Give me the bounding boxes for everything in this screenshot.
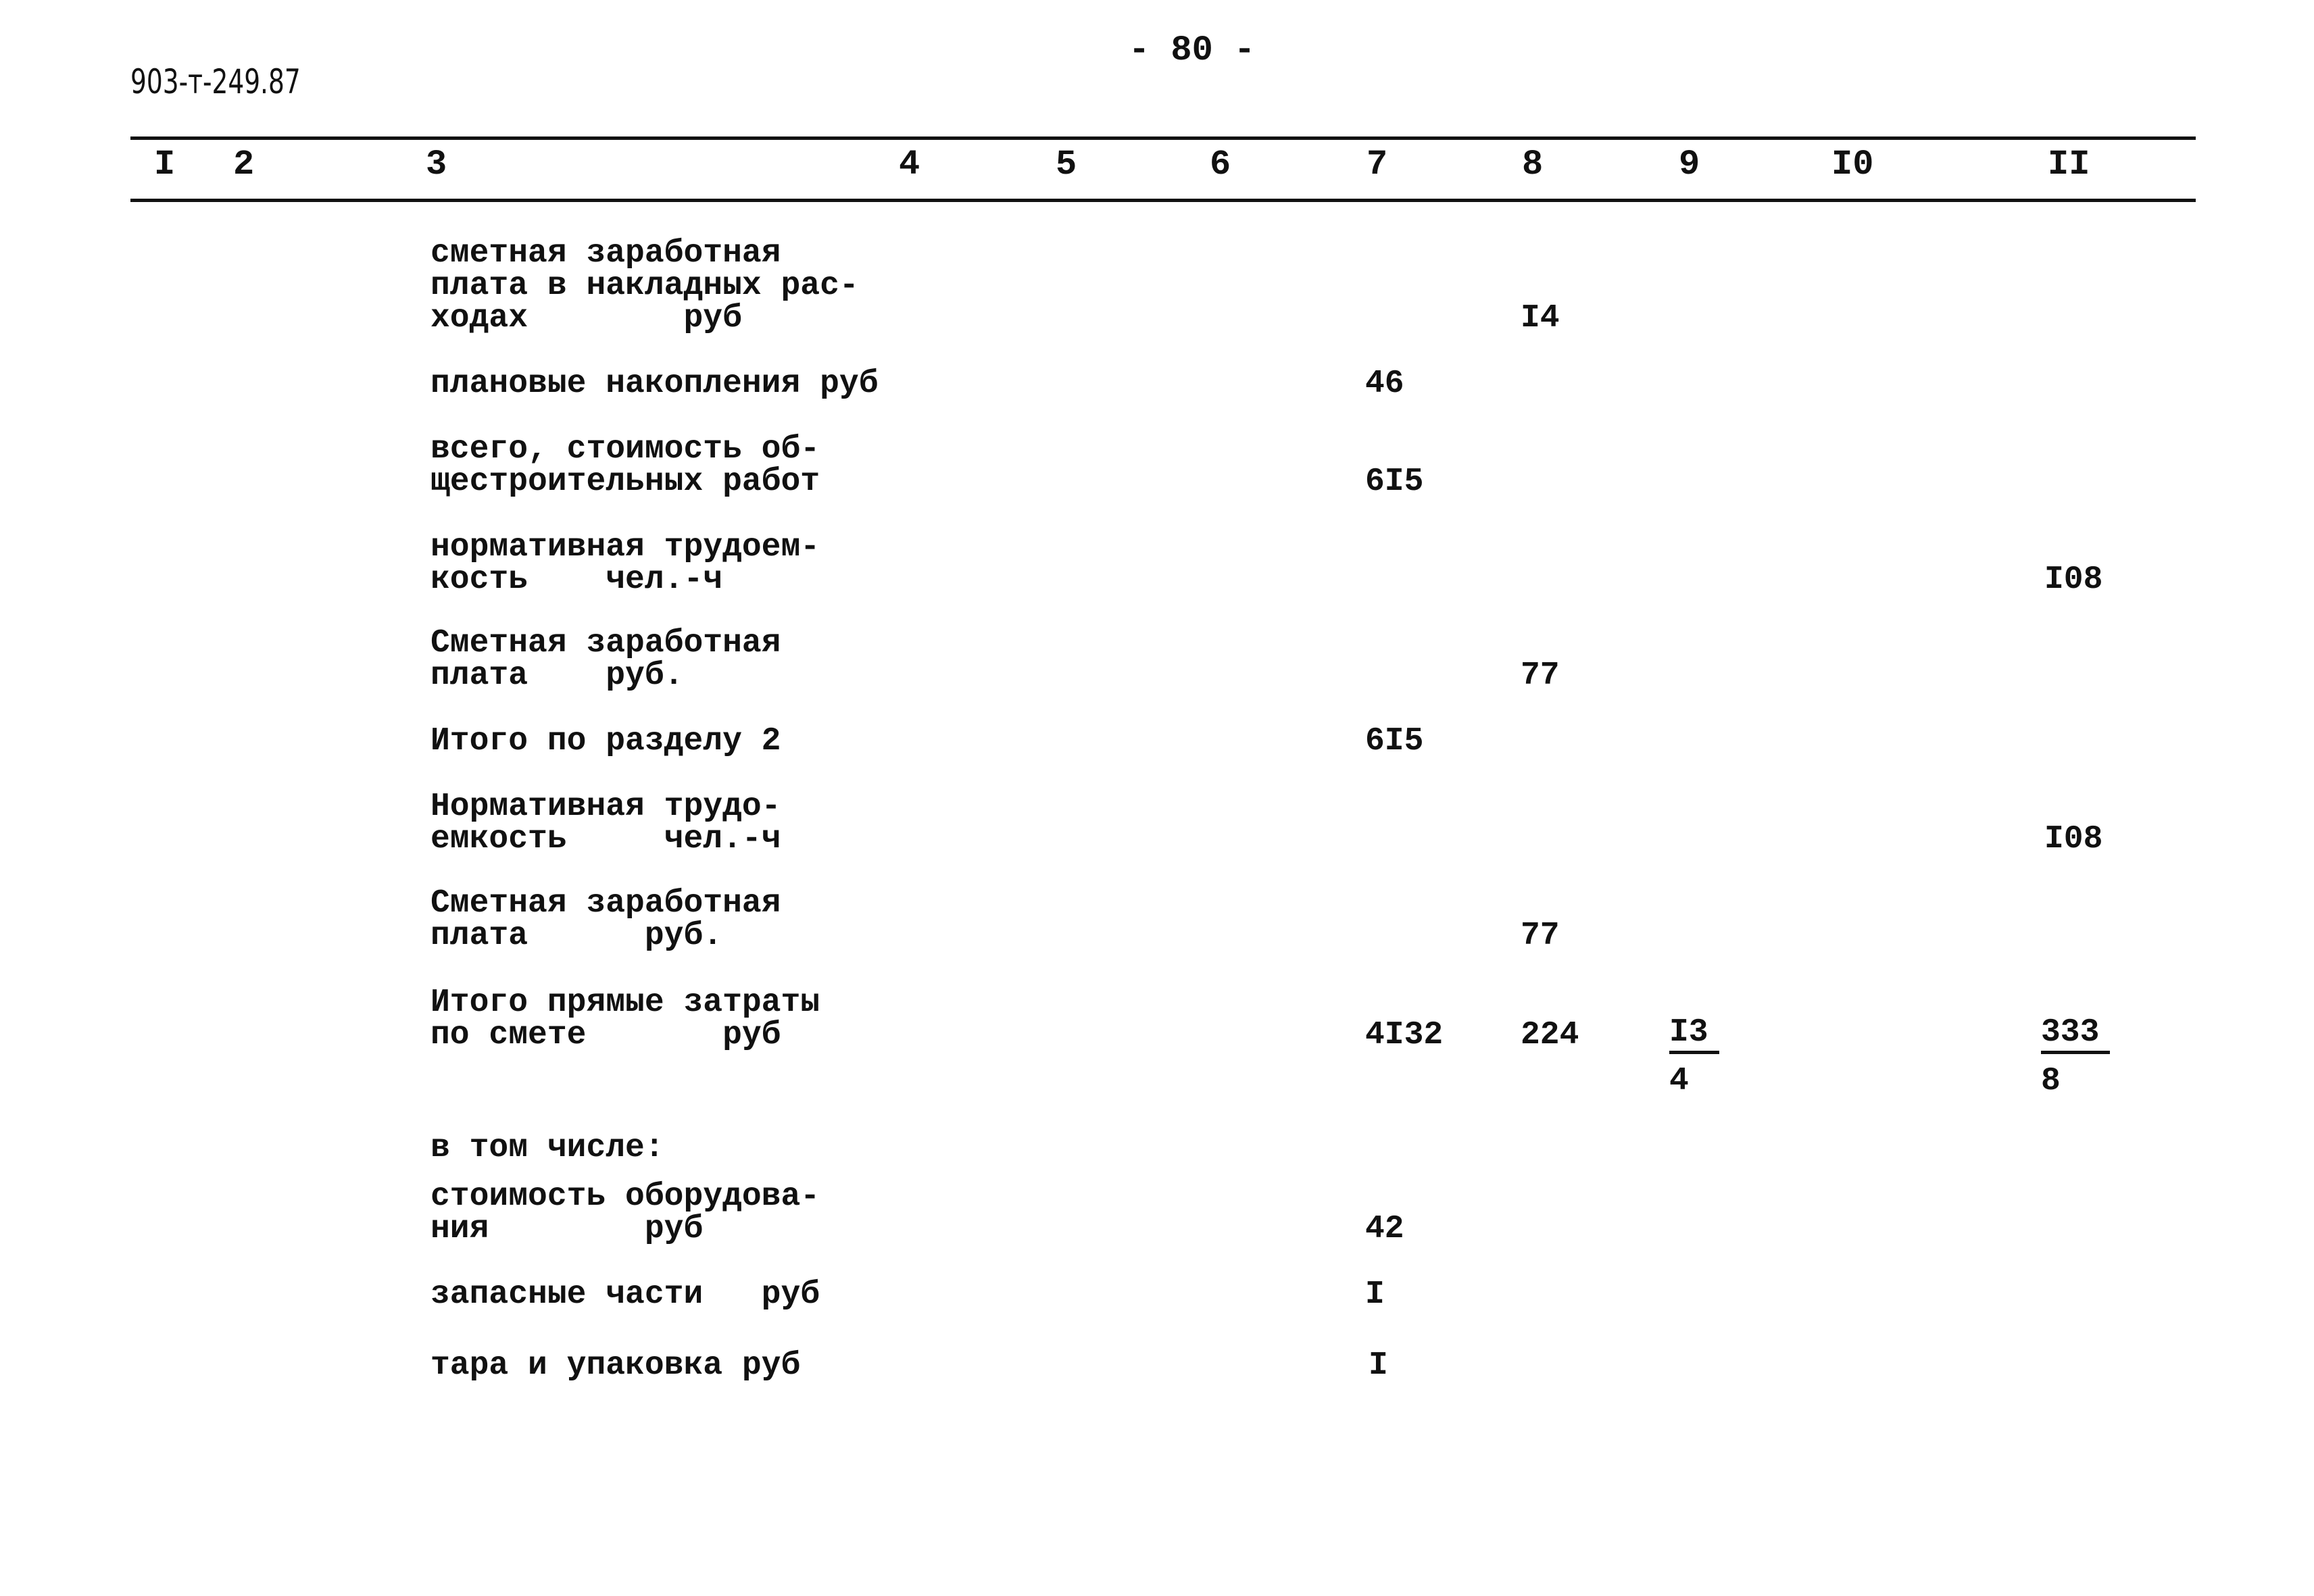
column-header: 5 [1056,145,1077,184]
cell-col7: 46 [1365,366,1404,402]
document-code: 903-т-249.87 [130,62,301,101]
column-header: 6 [1210,145,1231,184]
cell-col7: 42 [1365,1211,1404,1247]
column-header: 7 [1367,145,1388,184]
row-label: Итого прямые затраты по смете руб [430,984,820,1053]
column-header: I [154,145,176,184]
column-header: 2 [233,145,255,184]
cell-col9-numerator: I3 [1669,1014,1719,1054]
cell-col11: I08 [2044,821,2103,857]
row-label: нормативная трудоем- кость чел.-ч [430,529,820,598]
header-bottom-rule [130,199,2196,202]
cell-col11-numerator: 333 [2041,1014,2111,1054]
row-label: Сметная заработная плата руб. [430,885,781,954]
cell-col8: 77 [1521,657,1560,694]
column-header: I0 [1831,145,1874,184]
page-number: - 80 - [1129,30,1256,70]
column-header: II [2048,145,2090,184]
column-header: 3 [426,145,447,184]
column-header: 9 [1679,145,1700,184]
cell-col7: 6I5 [1365,723,1424,759]
column-header: 8 [1522,145,1544,184]
row-label: Сметная заработная плата руб. [430,625,781,694]
cell-col9-denominator: 4 [1669,1063,1689,1099]
row-label: всего, стоимость об- щестроительных рабо… [430,431,820,500]
column-header: 4 [899,145,920,184]
cell-col7: 4I32 [1365,1017,1444,1053]
row-label: Нормативная трудо- емкость чел.-ч [430,789,781,857]
row-label: запасные части руб [430,1276,820,1313]
table-top-rule [130,136,2196,140]
row-label: плановые накопления руб [430,366,879,402]
row-label: Итого по разделу 2 [430,723,781,759]
row-label: тара и упаковка руб [430,1347,801,1384]
row-label: в том числе: [430,1130,664,1166]
row-label: сметная заработная плата в накладных рас… [430,235,859,336]
cell-col7: I [1365,1276,1385,1313]
fraction-numerator: I3 [1669,1014,1719,1054]
cell-col7: 6I5 [1365,464,1424,500]
cell-col8: 77 [1521,918,1560,954]
fraction-numerator: 333 [2041,1014,2111,1054]
cell-col11-denominator: 8 [2041,1063,2061,1099]
cell-col8: I4 [1521,300,1560,336]
cell-col7: I [1369,1347,1388,1384]
cell-col8: 224 [1521,1017,1579,1053]
cell-col11: I08 [2044,562,2103,598]
row-label: стоимость оборудова- ния руб [430,1178,820,1247]
